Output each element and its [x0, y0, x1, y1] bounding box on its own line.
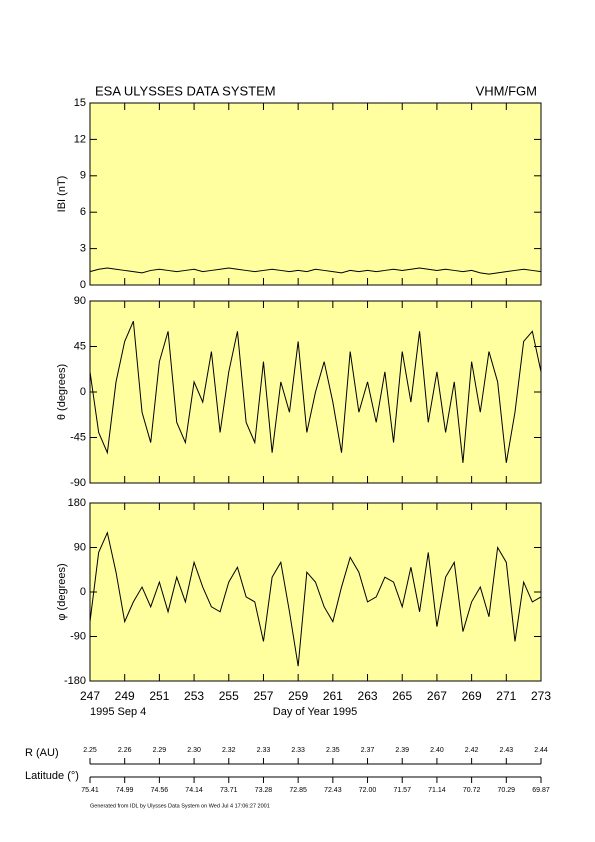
- y-axis-label: φ (degrees): [56, 563, 68, 620]
- lat-value: 72.85: [289, 787, 307, 794]
- y-tick-label: -90: [70, 477, 86, 489]
- y-tick-label: 6: [80, 206, 86, 218]
- y-tick-label: 0: [80, 586, 86, 598]
- y-axis-label: θ (degrees): [56, 364, 68, 420]
- lat-value: 74.14: [185, 787, 203, 794]
- lat-value: 74.99: [116, 787, 134, 794]
- y-tick-label: 3: [80, 243, 86, 255]
- x-tick-label: 265: [392, 689, 412, 703]
- y-tick-label: 9: [80, 170, 86, 182]
- r-value: 2.30: [187, 747, 201, 754]
- lat-value: 73.28: [255, 787, 273, 794]
- plot-area: [90, 103, 541, 285]
- footer: Generated from IDL by Ulysses Data Syste…: [90, 803, 270, 809]
- y-tick-label: 15: [74, 97, 86, 109]
- lat-value: 72.00: [359, 787, 377, 794]
- x-tick-label: 273: [531, 689, 551, 703]
- x-tick-label: 271: [496, 689, 516, 703]
- plot-area: [90, 503, 541, 681]
- lat-label: Latitude (°): [25, 770, 79, 782]
- x-tick-label: 251: [149, 689, 169, 703]
- x-tick-label: 261: [323, 689, 343, 703]
- lat-value: 70.72: [463, 787, 481, 794]
- r-value: 2.37: [361, 747, 375, 754]
- y-tick-label: -90: [70, 630, 86, 642]
- y-tick-label: 12: [74, 133, 86, 145]
- x-axis-label: Day of Year 1995: [273, 706, 357, 718]
- x-tick-label: 259: [288, 689, 308, 703]
- lat-value: 74.56: [151, 787, 169, 794]
- plot-frame: [89, 102, 542, 286]
- r-value: 2.40: [430, 747, 444, 754]
- r-value: 2.43: [499, 747, 513, 754]
- y-tick-label: 0: [80, 386, 86, 398]
- r-value: 2.44: [534, 747, 548, 754]
- r-value: 2.35: [326, 747, 340, 754]
- lat-value: 70.29: [498, 787, 516, 794]
- y-tick-label: 0: [80, 279, 86, 291]
- r-value: 2.33: [291, 747, 305, 754]
- r-value: 2.29: [153, 747, 167, 754]
- y-tick-label: 45: [74, 340, 86, 352]
- r-value: 2.32: [222, 747, 236, 754]
- data-line: [89, 321, 542, 463]
- lat-value: 73.71: [220, 787, 238, 794]
- x-tick-label: 247: [80, 689, 100, 703]
- x-tick-label: 263: [358, 689, 378, 703]
- y-tick-label: -180: [64, 675, 86, 687]
- lat-value: 71.57: [393, 787, 411, 794]
- r-value: 2.33: [257, 747, 271, 754]
- x-tick-label: 253: [184, 689, 204, 703]
- y-axis-label: IBI (nT): [56, 176, 68, 213]
- x-tick-label: 255: [219, 689, 239, 703]
- x-tick-label: 267: [427, 689, 447, 703]
- y-tick-label: -45: [70, 431, 86, 443]
- r-label: R (AU): [25, 747, 59, 759]
- r-value: 2.42: [465, 747, 479, 754]
- start-date: 1995 Sep 4: [90, 706, 146, 718]
- r-value: 2.26: [118, 747, 132, 754]
- lat-value: 69.87: [532, 787, 550, 794]
- x-tick-label: 269: [462, 689, 482, 703]
- y-tick-label: 90: [74, 541, 86, 553]
- data-line: [89, 267, 542, 275]
- r-value: 2.39: [395, 747, 409, 754]
- y-tick-label: 90: [74, 295, 86, 307]
- x-tick-label: 257: [253, 689, 273, 703]
- lat-value: 71.14: [428, 787, 446, 794]
- instrument: VHM/FGM: [476, 83, 537, 98]
- y-tick-label: 180: [68, 497, 86, 509]
- lat-value: 75.41: [81, 787, 99, 794]
- x-tick-label: 249: [115, 689, 135, 703]
- r-value: 2.25: [83, 747, 97, 754]
- title: ESA ULYSSES DATA SYSTEM: [95, 83, 276, 98]
- data-line: [89, 531, 542, 667]
- lat-value: 72.43: [324, 787, 342, 794]
